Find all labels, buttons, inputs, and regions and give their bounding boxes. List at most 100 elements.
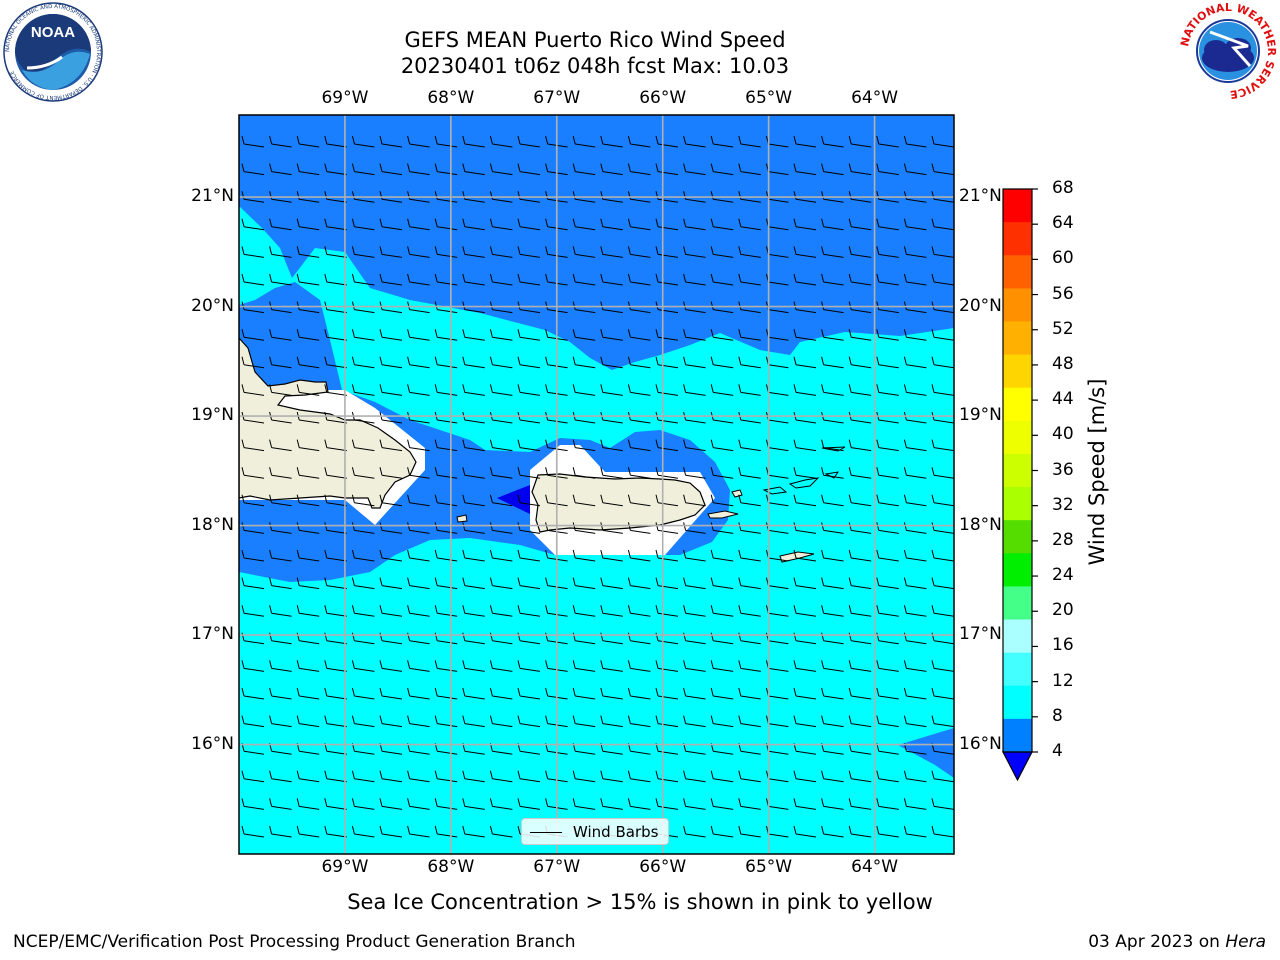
wind-barb bbox=[241, 384, 265, 396]
wind-barb bbox=[600, 632, 623, 645]
wind-barb bbox=[241, 715, 265, 728]
sea-ice-note: Sea Ice Concentration > 15% is shown in … bbox=[347, 890, 933, 914]
lat-label-right: 18°N bbox=[959, 514, 1002, 535]
wind-barb bbox=[407, 439, 430, 452]
colorbar-swatch bbox=[1003, 652, 1032, 687]
wind-barb bbox=[462, 301, 485, 314]
wind-barb bbox=[489, 301, 513, 314]
wind-barb bbox=[269, 687, 292, 700]
wind-barb bbox=[903, 329, 927, 341]
wind-barb bbox=[931, 439, 954, 452]
wind-barb bbox=[545, 549, 568, 562]
wind-barb bbox=[931, 825, 954, 838]
wind-barb bbox=[627, 467, 651, 479]
wind-barb bbox=[600, 163, 623, 176]
wind-barb bbox=[710, 246, 734, 258]
wind-barb bbox=[572, 301, 596, 314]
chart-title: GEFS MEAN Puerto Rico Wind Speed bbox=[404, 28, 786, 52]
wind-barb bbox=[296, 687, 320, 700]
wind-barb bbox=[683, 825, 706, 838]
lat-label-right: 20°N bbox=[959, 295, 1002, 316]
wind-barb bbox=[434, 494, 458, 507]
wind-barb bbox=[683, 549, 706, 562]
wind-barb bbox=[296, 798, 320, 810]
wind-barb bbox=[821, 687, 844, 700]
wind-barb bbox=[545, 273, 568, 286]
wind-barb bbox=[876, 770, 899, 783]
wind-barb bbox=[462, 467, 485, 479]
wind-barb bbox=[296, 549, 320, 562]
wind-barb bbox=[434, 577, 458, 590]
wind-barb bbox=[655, 218, 679, 231]
wind-barb bbox=[793, 660, 817, 672]
wind-barb bbox=[324, 301, 347, 314]
wind-barb bbox=[876, 798, 899, 810]
colorbar-tick-label: 28 bbox=[1052, 529, 1074, 550]
wind-barb bbox=[793, 467, 817, 479]
colorbar-tick-label: 36 bbox=[1052, 459, 1074, 480]
wind-barb bbox=[351, 577, 375, 590]
wind-barb bbox=[655, 660, 679, 672]
wind-barb bbox=[931, 687, 954, 700]
wind-barb bbox=[793, 273, 817, 286]
wind-barb bbox=[407, 522, 430, 534]
lat-label-left: 18°N bbox=[191, 514, 234, 535]
wind-barb bbox=[407, 246, 430, 258]
wind-barb bbox=[627, 687, 651, 700]
wind-barb bbox=[627, 163, 651, 176]
lat-label-left: 21°N bbox=[191, 186, 234, 207]
wind-barb bbox=[627, 329, 651, 341]
wind-barb bbox=[627, 632, 651, 645]
wind-barb bbox=[793, 356, 817, 369]
wind-barb bbox=[627, 577, 651, 590]
wind-barb bbox=[296, 715, 320, 728]
wind-barb bbox=[462, 770, 485, 783]
lon-label-top: 64°W bbox=[851, 88, 899, 108]
wind-barb bbox=[324, 522, 347, 534]
wind-barb bbox=[269, 494, 292, 507]
wind-barb bbox=[903, 494, 927, 507]
wind-barb bbox=[572, 715, 596, 728]
wind-barb bbox=[434, 329, 458, 341]
wind-barb bbox=[462, 798, 485, 810]
wind-barb bbox=[517, 522, 541, 534]
wind-barb bbox=[848, 605, 872, 617]
wind-barb bbox=[489, 329, 513, 341]
wind-barb bbox=[351, 246, 375, 258]
lon-label-top: 66°W bbox=[639, 88, 687, 108]
wind-barb bbox=[710, 632, 734, 645]
wind-barb bbox=[876, 494, 899, 507]
wind-barb bbox=[683, 715, 706, 728]
wind-barb bbox=[710, 218, 734, 231]
wind-barb bbox=[572, 770, 596, 783]
barb-legend: Wind Barbs bbox=[521, 818, 669, 845]
wind-barb bbox=[903, 384, 927, 396]
wind-barb bbox=[738, 384, 761, 396]
wind-barb bbox=[793, 301, 817, 314]
wind-barb bbox=[517, 687, 541, 700]
wind-barb bbox=[407, 494, 430, 507]
wind-barb bbox=[876, 467, 899, 479]
wind-barb bbox=[572, 687, 596, 700]
wind-barb bbox=[627, 273, 651, 286]
wind-barbs bbox=[241, 135, 954, 838]
wind-barb bbox=[269, 577, 292, 590]
wind-barb bbox=[241, 660, 265, 672]
wind-barb bbox=[379, 577, 403, 590]
wind-barb bbox=[462, 135, 485, 148]
wind-barb bbox=[655, 577, 679, 590]
wind-barb bbox=[545, 356, 568, 369]
wind-barb bbox=[269, 218, 292, 231]
wind-barb bbox=[572, 660, 596, 672]
lat-label-right: 21°N bbox=[959, 186, 1002, 207]
wind-barb bbox=[710, 549, 734, 562]
wind-barb bbox=[269, 384, 292, 396]
wind-barb bbox=[683, 494, 706, 507]
wind-barb bbox=[269, 549, 292, 562]
wind-barb bbox=[489, 715, 513, 728]
wind-barb bbox=[738, 439, 761, 452]
wind-barb bbox=[545, 522, 568, 534]
wind-barb bbox=[600, 549, 623, 562]
wind-barb bbox=[710, 494, 734, 507]
wind-barb bbox=[903, 632, 927, 645]
